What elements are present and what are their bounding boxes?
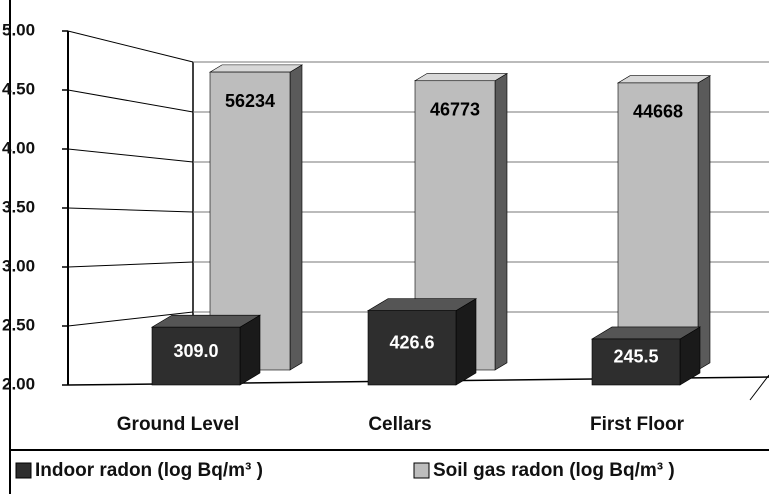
- grid-line: [67, 261, 194, 268]
- x-tick-label: First Floor: [590, 414, 685, 435]
- legend-swatch: [413, 462, 430, 479]
- bar-top: [208, 64, 304, 73]
- bar-side: [289, 64, 303, 371]
- value-label: 56234: [225, 91, 275, 111]
- value-label: 426.6: [389, 333, 434, 353]
- legend-swatch: [15, 462, 32, 479]
- value-label: 46773: [430, 100, 480, 120]
- grid-line: [67, 89, 194, 113]
- bar: [591, 338, 681, 386]
- y-tick-label: 3.50: [2, 197, 35, 216]
- y-tick-label: 4.00: [2, 138, 35, 157]
- value-label: 44668: [633, 102, 683, 122]
- x-tick-label: Cellars: [368, 414, 431, 435]
- y-tick-label: 4.50: [2, 79, 35, 98]
- bar-top: [616, 75, 712, 84]
- bar-side: [697, 75, 711, 371]
- grid-line: [67, 311, 194, 327]
- legend-label: Soil gas radon (log Bq/m³ ): [433, 460, 675, 481]
- bar-side: [494, 73, 508, 371]
- bar: [151, 326, 241, 386]
- y-tick-label: 5.00: [2, 20, 35, 39]
- grid-line: [67, 207, 194, 213]
- bar: [617, 82, 699, 371]
- grid-line: [67, 30, 194, 63]
- legend-label: Indoor radon (log Bq/m³ ): [35, 460, 263, 481]
- floor-edge: [749, 374, 769, 401]
- bar: [367, 310, 457, 386]
- y-tick-label: 2.50: [2, 315, 35, 334]
- grid-line: [67, 148, 194, 163]
- value-label: 245.5: [613, 347, 658, 367]
- x-tick-label: Ground Level: [117, 414, 239, 435]
- y-tick-label: 3.00: [2, 256, 35, 275]
- value-label: 309.0: [173, 341, 218, 361]
- bar-top: [413, 73, 509, 82]
- bar-side: [455, 298, 477, 386]
- y-tick-label: 2.00: [2, 374, 35, 393]
